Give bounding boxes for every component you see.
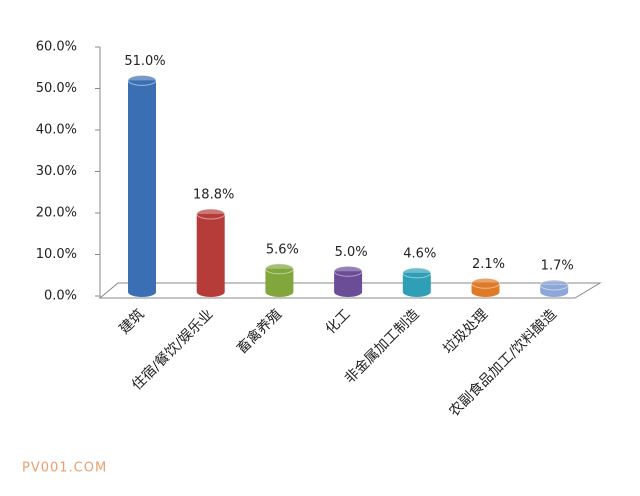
bar [196, 213, 225, 297]
bar-top [196, 208, 226, 220]
y-tick-label: 30.0% [36, 164, 77, 179]
value-label: 2.1% [472, 257, 505, 272]
watermark: PV001.COM [22, 461, 107, 476]
value-label: 5.0% [335, 245, 368, 260]
y-tick-label: 20.0% [36, 206, 77, 221]
x-tick-label: 畜禽养殖 [233, 306, 285, 358]
bar-top [127, 74, 157, 86]
y-tick-label: 40.0% [36, 123, 77, 138]
y-tick-label: 50.0% [36, 81, 77, 96]
value-label: 18.8% [193, 187, 234, 202]
floor [98, 282, 602, 299]
bar [402, 272, 431, 297]
bar [265, 268, 294, 297]
bar-top [539, 279, 569, 291]
y-tick-label: 60.0% [36, 40, 77, 55]
bar-top [471, 277, 500, 289]
x-tick-label: 非金属加工制造 [342, 306, 423, 387]
value-label: 5.6% [266, 242, 299, 257]
bar-top [402, 267, 432, 279]
x-tick-label: 垃圾处理 [440, 306, 491, 357]
bar [128, 80, 156, 297]
bar-top [333, 265, 363, 277]
bar-top [264, 263, 294, 275]
y-tick-label: 0.0% [44, 289, 77, 304]
y-tick-label: 10.0% [36, 247, 77, 262]
x-tick-label: 建筑 [117, 306, 148, 337]
value-label: 51.0% [124, 54, 165, 69]
value-label: 4.6% [403, 246, 436, 261]
x-tick-label: 化工 [323, 306, 354, 337]
bar [334, 271, 363, 297]
value-label: 1.7% [541, 258, 574, 273]
